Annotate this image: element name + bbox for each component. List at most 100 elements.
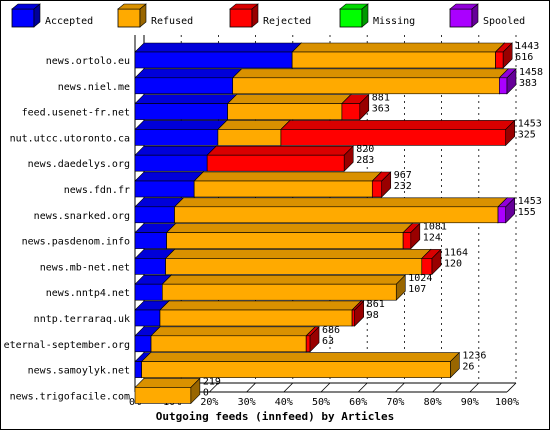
bar-10-refused-top [159, 300, 362, 311]
category-label-8: news.mb-net.net [40, 262, 130, 273]
category-label-11: eternal-september.org [4, 340, 130, 351]
offered-label-13: 219 [203, 376, 221, 387]
accepted-label-0: 616 [515, 52, 533, 63]
bar-8-refused-top [164, 249, 432, 259]
bar-5-rejected-side [381, 171, 392, 198]
offered-label-0: 1443 [515, 41, 539, 52]
bar-11-refused-top [150, 326, 316, 337]
accepted-label-6: 155 [518, 207, 536, 218]
accepted-label-3: 325 [518, 129, 536, 140]
x-tick-label-8: 80% [424, 397, 442, 408]
bar-4-rejected [206, 154, 345, 172]
offered-label-6: 1453 [518, 196, 542, 207]
bar-3-refused [217, 129, 282, 146]
bar-3-rejected [280, 129, 507, 146]
legend-label-missing: Missing [373, 16, 415, 27]
offered-label-5: 967 [394, 170, 412, 181]
bar-3-rejected-side [505, 119, 516, 147]
offered-label-7: 1081 [423, 222, 447, 233]
bar-0-accepted-top [134, 42, 302, 53]
category-label-5: news.fdn.fr [64, 185, 130, 196]
bar-2-rejected-side [359, 93, 370, 121]
bar-0-accepted [134, 51, 293, 69]
category-label-2: feed.usenet-fr.net [22, 108, 130, 119]
bar-6-refused [174, 206, 499, 224]
tick-diag-3 [246, 382, 256, 393]
x-tick-label-6: 60% [349, 397, 367, 408]
bar-12-refused-side [450, 351, 460, 379]
category-label-12: news.samoylyk.net [28, 366, 130, 377]
legend-label-accepted: Accepted [45, 16, 93, 27]
bar-7-rejected [402, 232, 412, 249]
legend-label-rejected: Rejected [263, 16, 311, 27]
x-axis-title: Outgoing feeds (innfeed) by Articles [156, 410, 394, 423]
bar-8-rejected-side [431, 248, 442, 276]
bar-13-refused-top [134, 378, 201, 388]
legend-label-refused: Refused [151, 16, 193, 27]
tick-diag-7 [395, 382, 405, 393]
bar-11-refused [150, 335, 307, 353]
bar-4-rejected-top [206, 145, 354, 156]
legend-swatch-side-missing [361, 3, 369, 28]
bar-3-rejected-top [280, 120, 516, 130]
bar-13-refused [134, 387, 192, 404]
category-label-7: news.pasdenom.info [22, 237, 130, 248]
bar-3-accepted-top [134, 120, 228, 130]
bar-0-rejected [495, 51, 504, 69]
bar-2-accepted-top [134, 94, 238, 104]
bar-10-refused [159, 309, 353, 327]
bar-8-accepted [134, 258, 166, 275]
bar-6-spooled-side [505, 197, 516, 224]
offered-label-8: 1164 [444, 247, 468, 258]
bar-5-accepted [134, 180, 195, 198]
legend-swatch-rejected [229, 8, 253, 28]
category-label-9: news.nntp4.net [46, 288, 130, 299]
x-tick-label-2: 20% [200, 397, 218, 408]
bar-1-accepted [134, 77, 234, 95]
offered-label-9: 1024 [408, 273, 432, 284]
bar-5-accepted-top [134, 171, 204, 182]
bar-2-accepted [134, 103, 228, 120]
bar-9-refused-side [395, 274, 406, 301]
bar-2-refused-top [226, 94, 352, 104]
tick-diag-6 [357, 382, 368, 393]
accepted-label-1: 383 [519, 78, 537, 89]
tick-diag-5 [320, 382, 331, 393]
bar-6-accepted [134, 206, 175, 224]
tick-diag-2 [209, 382, 219, 393]
bar-7-accepted [134, 232, 167, 249]
bar-10-rejected-side [354, 300, 364, 327]
accepted-label-10: 98 [367, 310, 379, 321]
x-tick-label-3: 30% [238, 397, 256, 408]
x-tick-label-9: 90% [461, 397, 479, 408]
bar-5-rejected [371, 180, 383, 198]
category-label-10: nntp.terraraq.uk [34, 314, 130, 325]
bar-13-refused-side [190, 377, 201, 405]
bar-5-refused [193, 180, 373, 198]
tick-diag-4 [283, 382, 294, 393]
bar-8-refused [165, 258, 423, 275]
tick-diag-9 [469, 382, 480, 393]
accepted-label-9: 107 [408, 284, 426, 295]
legend-swatch-side-spooled [471, 3, 479, 28]
bar-2-refused [227, 103, 343, 120]
offered-label-10: 861 [367, 299, 385, 310]
offered-label-11: 686 [322, 325, 340, 336]
category-label-0: news.ortolo.eu [46, 56, 130, 67]
bar-11-accepted [134, 335, 152, 353]
legend-swatch-spooled [449, 8, 473, 28]
legend-swatch-refused [117, 8, 141, 28]
accepted-label-2: 363 [372, 104, 390, 115]
bar-4-accepted-top [134, 145, 217, 156]
accepted-label-13: 0 [203, 387, 209, 398]
bar-0-refused [291, 51, 496, 69]
bar-0-refused-top [291, 42, 506, 53]
offered-label-1: 1458 [519, 67, 543, 78]
accepted-label-11: 63 [322, 336, 334, 347]
bar-4-accepted [134, 154, 208, 172]
bar-6-spooled [497, 206, 507, 224]
accepted-label-5: 232 [394, 181, 412, 192]
bar-5-refused-top [193, 171, 383, 182]
bar-12-refused [141, 361, 451, 378]
